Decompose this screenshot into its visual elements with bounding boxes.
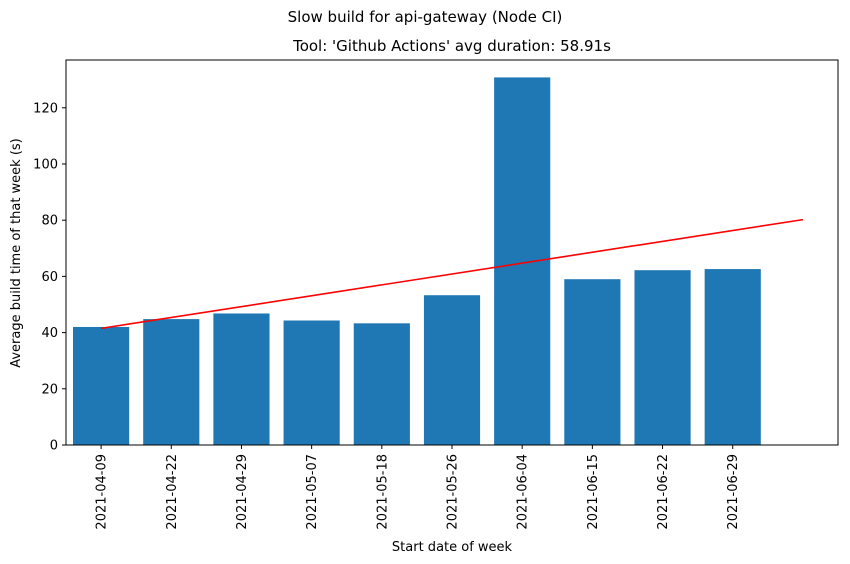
- x-tick-label-2021-05-07: 2021-05-07: [305, 454, 320, 530]
- figure-suptitle: Slow build for api-gateway (Node CI): [287, 8, 563, 26]
- y-axis-label: Average build time of that week (s): [9, 138, 24, 368]
- bar-2021-04-09: [73, 326, 130, 445]
- x-tick-label-2021-04-29: 2021-04-29: [235, 454, 250, 530]
- y-tick-label-100: 100: [33, 157, 58, 172]
- bar-2021-04-22: [143, 319, 200, 445]
- chart-title: Tool: 'Github Actions' avg duration: 58.…: [292, 37, 611, 55]
- bar-2021-04-29: [213, 313, 270, 445]
- y-tick-label-40: 40: [41, 326, 58, 341]
- x-tick-label-2021-05-18: 2021-05-18: [375, 454, 390, 530]
- x-tick-label-2021-06-15: 2021-06-15: [586, 454, 601, 530]
- bar-2021-06-29: [704, 269, 761, 445]
- y-tick-label-80: 80: [41, 214, 58, 229]
- x-axis-label: Start date of week: [392, 540, 513, 555]
- x-tick-label-2021-05-26: 2021-05-26: [446, 454, 461, 530]
- x-tick-label-2021-04-22: 2021-04-22: [165, 454, 180, 530]
- bar-2021-05-26: [423, 295, 481, 445]
- y-tick-label-20: 20: [41, 382, 58, 397]
- trend-line: [100, 218, 804, 330]
- y-tick-label-120: 120: [33, 101, 58, 116]
- bar-2021-06-04: [494, 77, 551, 446]
- x-tick-label-2021-06-29: 2021-06-29: [726, 454, 741, 530]
- bar-2021-05-07: [283, 320, 340, 445]
- x-tick-label-2021-06-04: 2021-06-04: [516, 454, 531, 530]
- y-tick-label-60: 60: [41, 270, 58, 285]
- bar-2021-06-15: [564, 279, 621, 445]
- y-tick-label-0: 0: [50, 439, 58, 454]
- x-tick-label-2021-06-22: 2021-06-22: [656, 454, 671, 530]
- x-tick-label-2021-04-09: 2021-04-09: [95, 454, 110, 530]
- bar-2021-05-18: [353, 323, 410, 445]
- bar-2021-06-22: [634, 270, 691, 445]
